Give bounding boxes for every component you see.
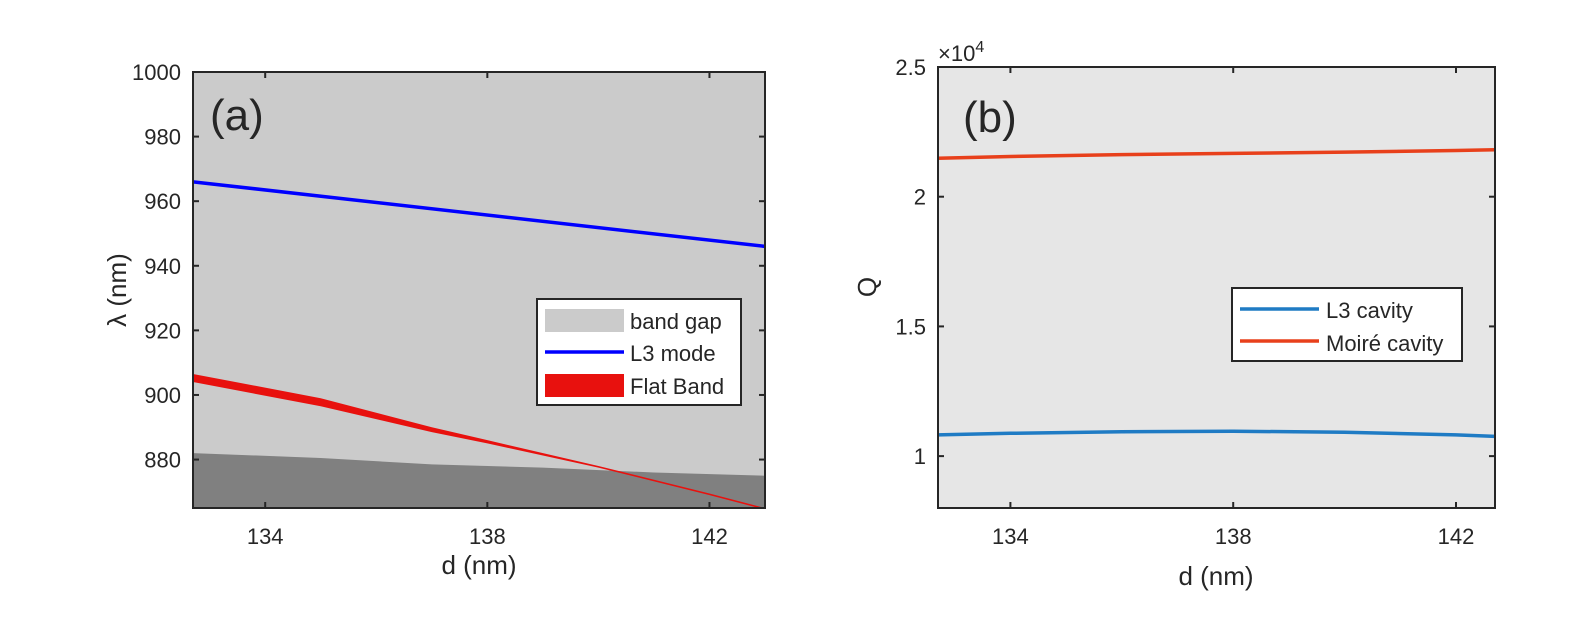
panel-b: 134 138 142 1 1.5 2 2.5 ×104 (b) d (nm) Q L3 c…: [852, 39, 1496, 591]
panel-b-ylabel: Q: [852, 277, 882, 297]
panel-a-legend: band gap L3 mode Flat Band: [536, 298, 742, 406]
flat-band-series: [193, 373, 765, 508]
panel-a-xlabel: d (nm): [441, 550, 516, 580]
panel-b-exponent: ×104: [938, 39, 984, 66]
panel-a-ticks: 134 138 142 880 900 920 940 960 980 1000: [132, 60, 765, 549]
y-tick-label: 1: [914, 444, 926, 469]
band-gap-area: [193, 72, 765, 508]
x-tick-label: 142: [1438, 524, 1475, 549]
l3-mode-series: [193, 180, 765, 249]
l3-cavity-series: [938, 429, 1495, 439]
panel-b-ticks: 134 138 142 1 1.5 2 2.5: [895, 55, 1495, 549]
panel-a: 134 138 142 880 900 920 940 960 980 1000 (a) d (n…: [102, 60, 766, 580]
legend-label-band-gap: band gap: [630, 309, 722, 334]
legend-label-l3-cavity: L3 cavity: [1326, 298, 1413, 323]
panel-b-axes-box: [937, 66, 1496, 509]
y-tick-label: 2.5: [895, 55, 926, 80]
panel-b-xlabel: d (nm): [1178, 561, 1253, 591]
below-band-gap-area: [193, 453, 765, 508]
panel-a-label: (a): [210, 91, 264, 140]
y-tick-label: 960: [144, 189, 181, 214]
moire-cavity-series: [938, 148, 1495, 161]
y-tick-label: 1.5: [895, 314, 926, 339]
x-tick-label: 142: [691, 524, 728, 549]
x-tick-label: 138: [469, 524, 506, 549]
legend-label-moire-cavity: Moiré cavity: [1326, 331, 1443, 356]
panel-a-ylabel: λ (nm): [102, 253, 132, 327]
panel-b-legend: L3 cavity Moiré cavity: [1231, 287, 1463, 362]
x-tick-label: 134: [992, 524, 1029, 549]
y-tick-label: 1000: [132, 60, 181, 85]
panel-a-axes-box: [192, 71, 766, 509]
y-tick-label: 980: [144, 125, 181, 150]
y-tick-label: 940: [144, 254, 181, 279]
x-tick-label: 138: [1215, 524, 1252, 549]
legend-label-l3-mode: L3 mode: [630, 341, 716, 366]
panel-b-label: (b): [963, 93, 1017, 142]
y-tick-label: 880: [144, 448, 181, 473]
y-tick-label: 2: [914, 185, 926, 210]
y-tick-label: 900: [144, 383, 181, 408]
legend-label-flat-band: Flat Band: [630, 374, 724, 399]
x-tick-label: 134: [247, 524, 284, 549]
y-tick-label: 920: [144, 318, 181, 343]
legend-box: [1231, 287, 1463, 362]
legend-swatch-band-gap: [545, 309, 624, 332]
legend-swatch-flat-band: [545, 374, 624, 397]
